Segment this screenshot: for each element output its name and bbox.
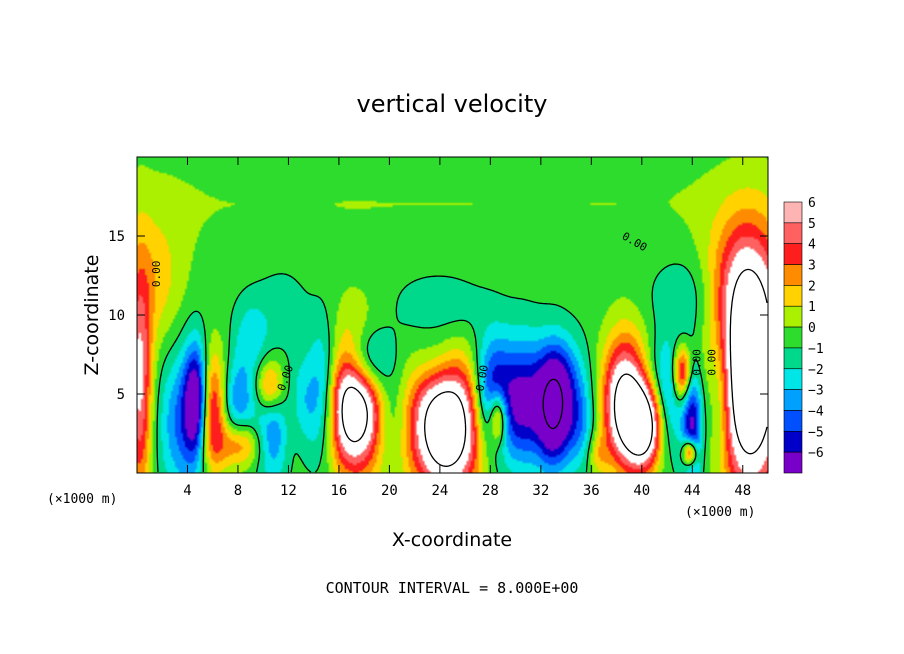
colorbar-label: −5 <box>808 425 824 440</box>
contour-positive-8 <box>341 268 768 467</box>
colorbar-label: 4 <box>808 238 816 253</box>
colorbar-label: −4 <box>808 404 824 419</box>
y-tick-label: 10 <box>108 308 125 324</box>
contour-label: 0.00 <box>150 261 163 288</box>
colorbar-swatch <box>783 410 803 432</box>
plot-area: 0.000.00 0.000.000.00 0.00 <box>137 157 768 473</box>
colorbar: 6 5 4 3 2 1 0 −1 −2 −3 −4 −5 −6 <box>783 196 824 474</box>
colorbar-swatch <box>783 347 803 370</box>
x-tick-label: 28 <box>482 483 499 499</box>
x-tick-label: 8 <box>234 483 242 499</box>
colorbar-swatch <box>783 368 803 390</box>
colorbar-label: 2 <box>808 279 816 294</box>
contour-zero <box>156 263 707 473</box>
x-tick-label: 12 <box>280 483 297 499</box>
colorbar-label: −1 <box>808 342 824 357</box>
x-axis-ticks: 4 8 12 16 20 24 28 32 36 40 44 48 <box>183 157 751 499</box>
colorbar-label: −3 <box>808 384 824 399</box>
x-tick-label: 44 <box>684 483 701 499</box>
y-tick-label: 5 <box>117 387 125 403</box>
x-tick-label: 36 <box>583 483 600 499</box>
colorbar-swatch <box>783 222 803 244</box>
colorbar-swatch <box>783 264 803 286</box>
colorbar-label: 1 <box>808 300 816 315</box>
x-tick-label: 16 <box>330 483 347 499</box>
colorbar-swatch <box>783 431 803 453</box>
contour-label: 0.00 <box>705 349 718 376</box>
colorbar-swatch <box>783 285 803 307</box>
colorbar-label: −2 <box>808 363 824 378</box>
x-unit-left: (×1000 m) <box>47 492 117 507</box>
x-tick-label: 20 <box>381 483 398 499</box>
x-axis-label: X-coordinate <box>392 529 512 551</box>
x-tick-label: 4 <box>183 483 191 499</box>
colorbar-swatch <box>783 326 803 349</box>
contour-label: 0.00 <box>474 364 491 392</box>
colorbar-swatch <box>783 389 803 411</box>
colorbar-label: 5 <box>808 217 816 232</box>
contour-negative-8 <box>542 378 564 430</box>
chart-title: vertical velocity <box>357 90 548 118</box>
colorbar-label: 3 <box>808 259 816 274</box>
x-unit-right: (×1000 m) <box>685 505 755 520</box>
colorbar-swatch <box>783 243 803 265</box>
x-tick-label: 40 <box>633 483 650 499</box>
colorbar-label: 6 <box>808 196 816 211</box>
colorbar-label: 0 <box>808 321 816 336</box>
contour-label: 0.00 <box>690 349 703 376</box>
colorbar-swatch <box>783 451 803 474</box>
x-tick-label: 48 <box>734 483 751 499</box>
velocity-field-shading <box>137 157 768 473</box>
colorbar-swatch <box>783 201 803 224</box>
y-axis-label: Z-coordinate <box>81 255 103 376</box>
x-tick-label: 32 <box>532 483 549 499</box>
y-tick-label: 15 <box>108 229 125 245</box>
colorbar-swatch <box>783 305 803 328</box>
y-axis-ticks: 5 10 15 <box>108 229 768 403</box>
colorbar-label: −6 <box>808 446 824 461</box>
contour-interval-note: CONTOUR INTERVAL = 8.000E+00 <box>326 579 579 597</box>
x-tick-label: 24 <box>431 483 448 499</box>
